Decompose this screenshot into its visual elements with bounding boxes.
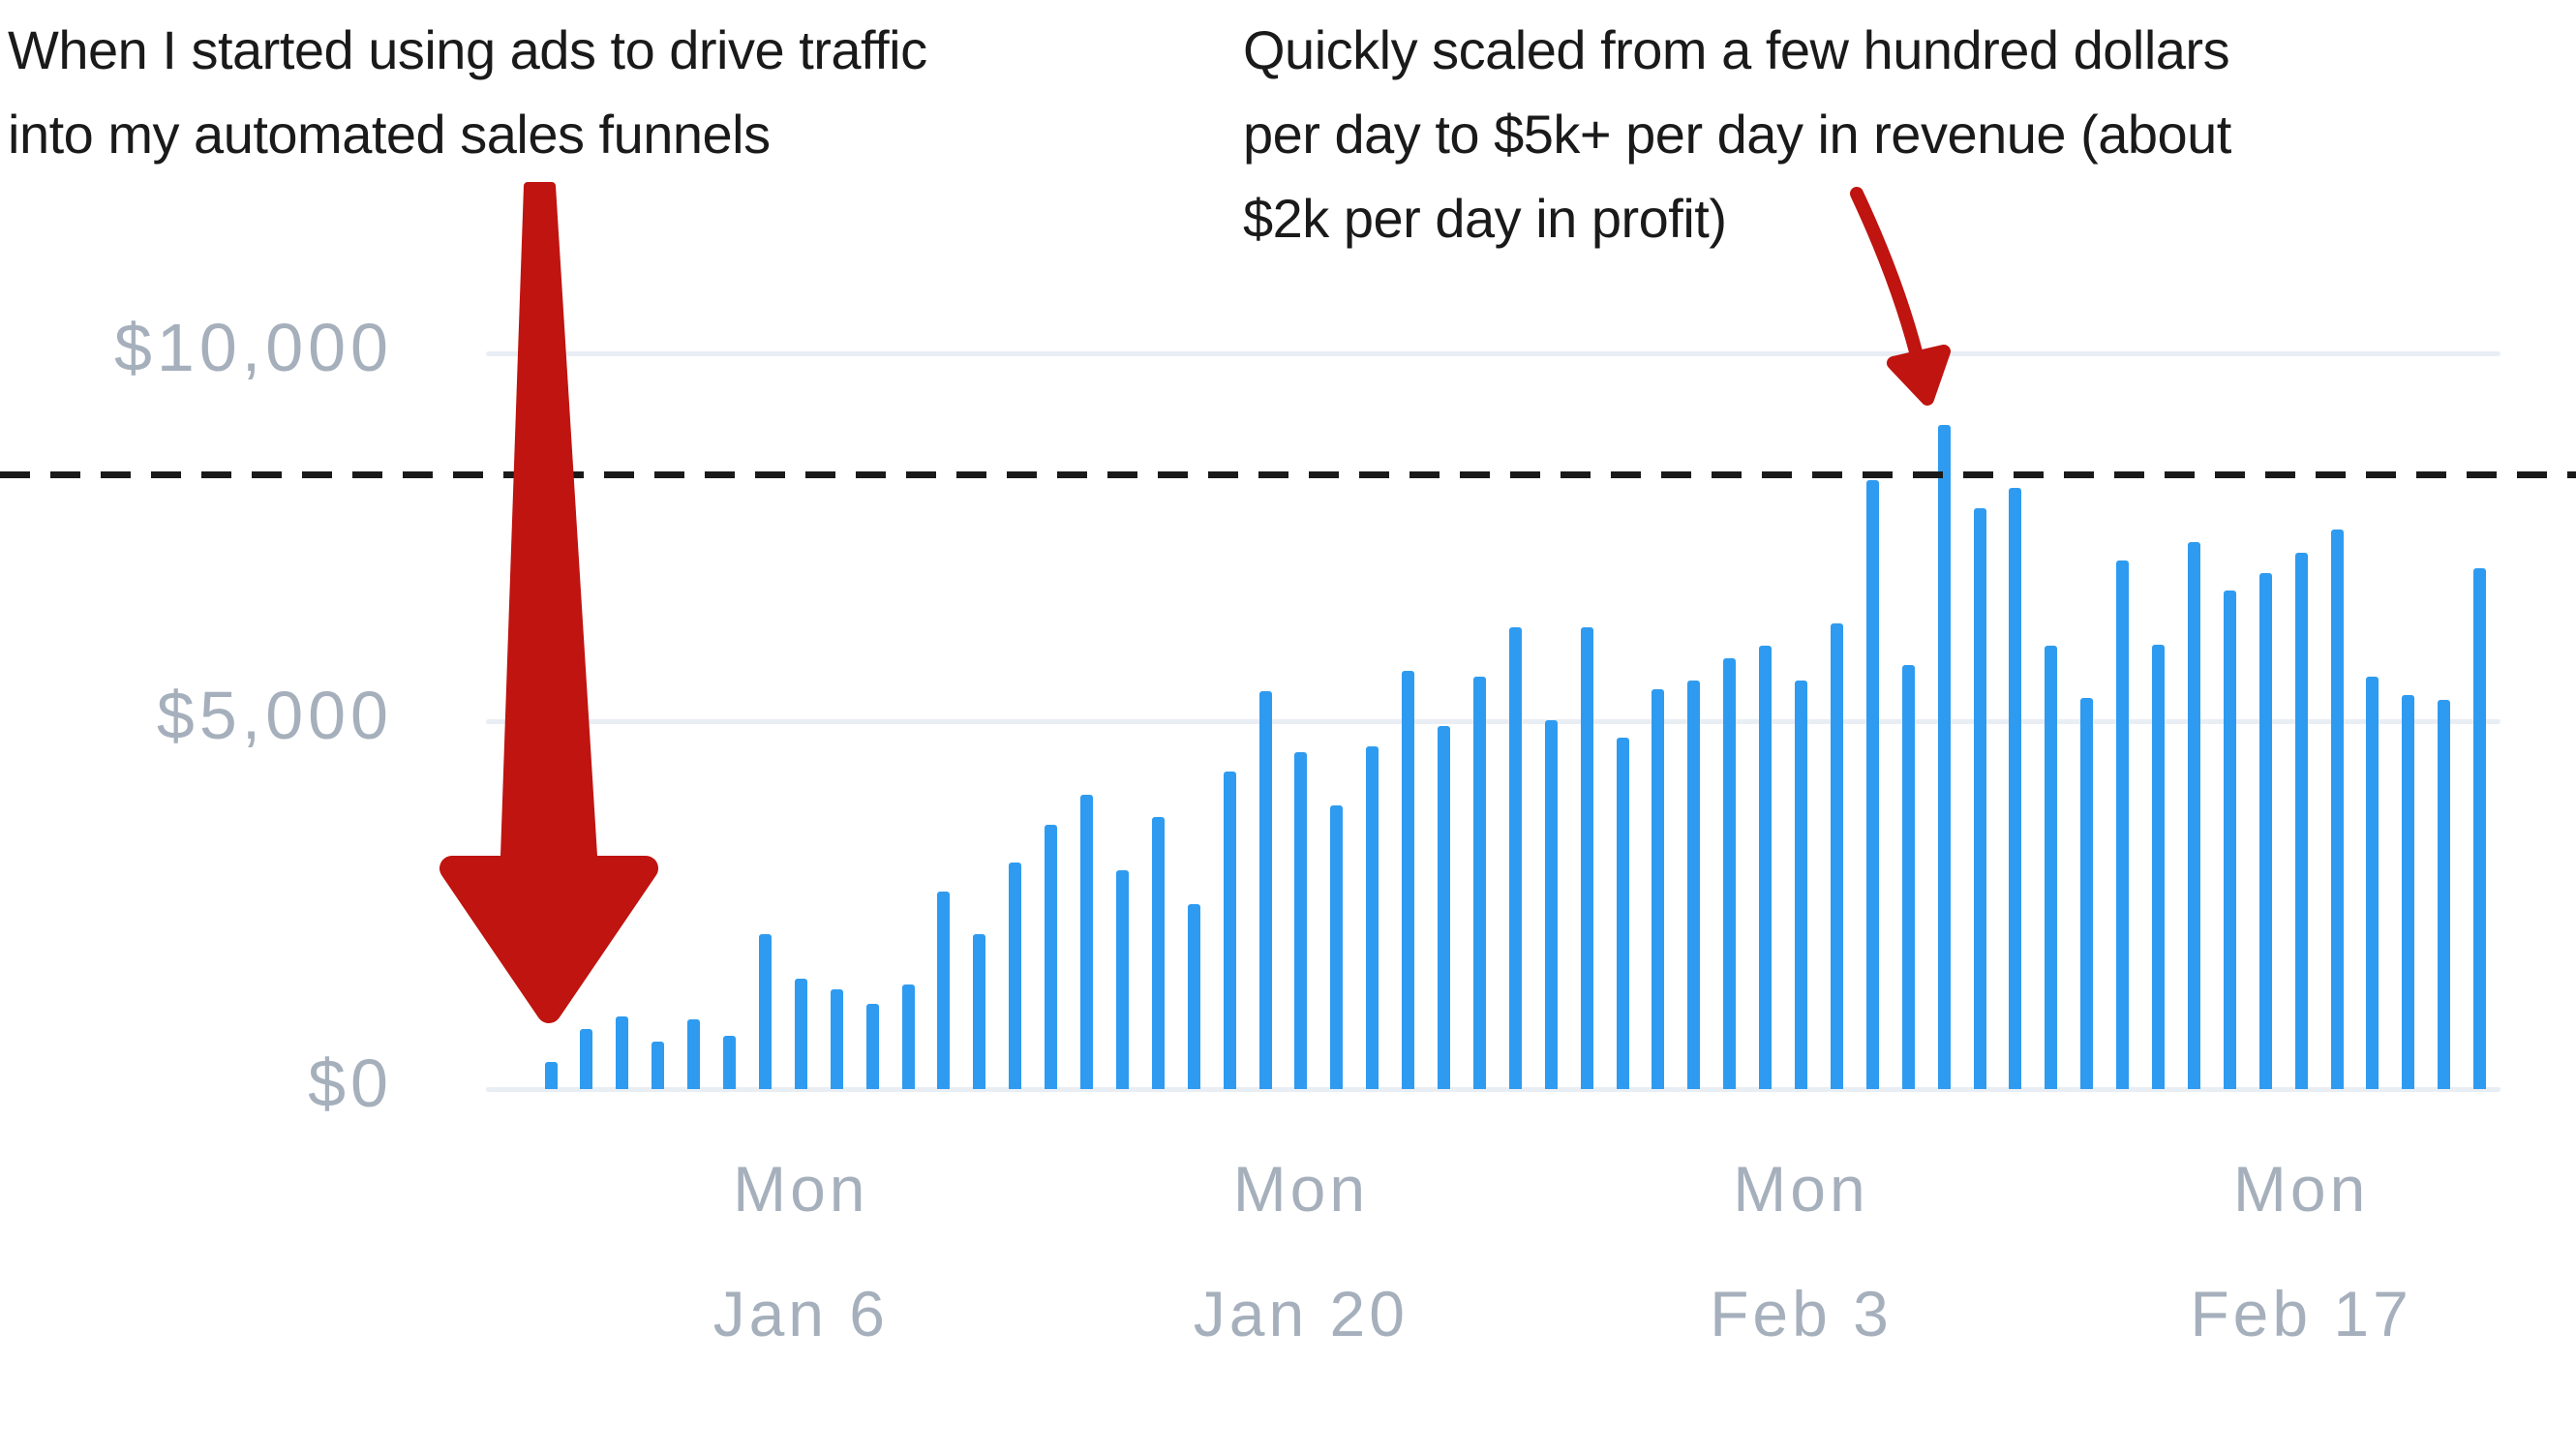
bar-jan-25: [1472, 677, 1486, 1089]
x-tick-date: Jan 20: [1193, 1278, 1409, 1349]
annotation-ads-start-line1: When I started using ads to drive traffi…: [8, 19, 927, 80]
bar-jan-19: [1258, 690, 1272, 1089]
x-tick-feb-3: Mon Feb 3: [1710, 1152, 1893, 1350]
bar-jan-8: [865, 1003, 879, 1089]
bar-feb-9: [2009, 488, 2022, 1089]
bar-feb-7: [1937, 424, 1951, 1089]
goal-dashed-line: [0, 471, 2576, 479]
annotation-scaled-revenue-line2: per day to $5k+ per day in revenue (abou…: [1243, 104, 2231, 165]
bar-jan-5: [758, 934, 772, 1089]
bar-jan-1: [616, 1015, 629, 1089]
bar-feb-1: [1723, 657, 1737, 1089]
right-arrow-head: [1887, 345, 1951, 406]
x-tick-date: Feb 3: [1710, 1278, 1893, 1349]
bar-feb-8: [1973, 507, 1986, 1089]
bar-feb-21: [2438, 699, 2451, 1089]
bar-feb-15: [2223, 591, 2236, 1089]
bar-jan-28: [1580, 626, 1593, 1089]
bar-jan-4: [723, 1036, 736, 1089]
right-arrow-shaft: [1850, 187, 1929, 386]
bar-jan-3: [687, 1018, 701, 1089]
left-arrow-head: [439, 856, 658, 1023]
x-tick-weekday: Mon: [2232, 1153, 2370, 1225]
bar-feb-3: [1795, 681, 1807, 1089]
gridline-5000: [486, 719, 2500, 724]
bar-jan-15: [1115, 869, 1129, 1089]
bar-jan-30: [1652, 688, 1665, 1089]
bar-jan-9: [901, 984, 915, 1089]
bar-feb-2: [1759, 645, 1773, 1089]
bar-feb-4: [1830, 622, 1843, 1089]
x-tick-weekday: Mon: [1733, 1153, 1869, 1225]
bar-jan-14: [1080, 795, 1093, 1089]
x-tick-jan-6: Mon Jan 6: [713, 1152, 889, 1350]
bar-feb-13: [2152, 644, 2165, 1089]
bar-jan-6: [794, 979, 807, 1089]
bar-dec-31: [580, 1028, 593, 1089]
bar-jan-23: [1402, 670, 1415, 1089]
y-tick-label-0: $0: [308, 1045, 393, 1121]
gridline-0: [486, 1087, 2500, 1092]
bar-feb-20: [2402, 695, 2415, 1089]
x-tick-jan-20: Mon Jan 20: [1194, 1152, 1409, 1350]
bar-jan-11: [973, 934, 986, 1089]
annotation-ads-start: When I started using ads to drive traffi…: [8, 8, 927, 176]
bar-jan-16: [1151, 816, 1165, 1089]
bar-feb-22: [2473, 567, 2487, 1089]
bar-feb-17: [2294, 552, 2308, 1089]
bar-jan-20: [1294, 751, 1308, 1089]
bar-jan-10: [937, 892, 951, 1089]
bar-jan-31: [1687, 681, 1701, 1089]
x-tick-weekday: Mon: [1232, 1153, 1370, 1225]
x-tick-date: Jan 6: [712, 1278, 890, 1349]
x-tick-weekday: Mon: [733, 1153, 869, 1225]
x-tick-date: Feb 17: [2190, 1278, 2412, 1349]
annotation-scaled-revenue: Quickly scaled from a few hundred dollar…: [1243, 8, 2231, 260]
bar-feb-10: [2045, 645, 2058, 1089]
bar-jan-17: [1187, 903, 1200, 1089]
gridline-10000: [486, 351, 2500, 356]
bar-jan-27: [1544, 720, 1558, 1089]
y-tick-label-5000: $5,000: [156, 678, 393, 753]
bar-dec-30: [544, 1061, 558, 1089]
bar-feb-14: [2187, 541, 2200, 1089]
y-tick-label-10000: $10,000: [113, 310, 393, 385]
bar-jan-12: [1009, 862, 1022, 1089]
bar-feb-5: [1865, 480, 1879, 1089]
bar-jan-22: [1366, 745, 1379, 1089]
bar-feb-18: [2330, 530, 2344, 1089]
bar-jan-7: [830, 989, 843, 1089]
bar-jan-24: [1438, 726, 1450, 1089]
annotation-scaled-revenue-line1: Quickly scaled from a few hundred dollar…: [1243, 19, 2230, 80]
left-red-down-arrow: [439, 182, 658, 1023]
bar-jan-2: [652, 1041, 665, 1089]
bar-feb-6: [1901, 665, 1915, 1089]
bar-jan-21: [1330, 804, 1344, 1089]
bar-feb-11: [2080, 697, 2094, 1089]
annotation-scaled-revenue-line3: $2k per day in profit): [1243, 188, 1727, 249]
annotation-ads-start-line2: into my automated sales funnels: [8, 104, 771, 165]
bar-jan-26: [1508, 626, 1522, 1089]
left-arrow-shaft: [500, 182, 597, 860]
bar-jan-29: [1616, 737, 1629, 1089]
bar-jan-18: [1223, 772, 1236, 1089]
bar-jan-13: [1045, 825, 1058, 1089]
x-tick-feb-17: Mon Feb 17: [2190, 1152, 2411, 1350]
right-red-curved-arrow: [1850, 187, 1951, 406]
bar-feb-16: [2258, 573, 2272, 1089]
bar-feb-12: [2116, 560, 2130, 1089]
bar-feb-19: [2366, 677, 2379, 1089]
